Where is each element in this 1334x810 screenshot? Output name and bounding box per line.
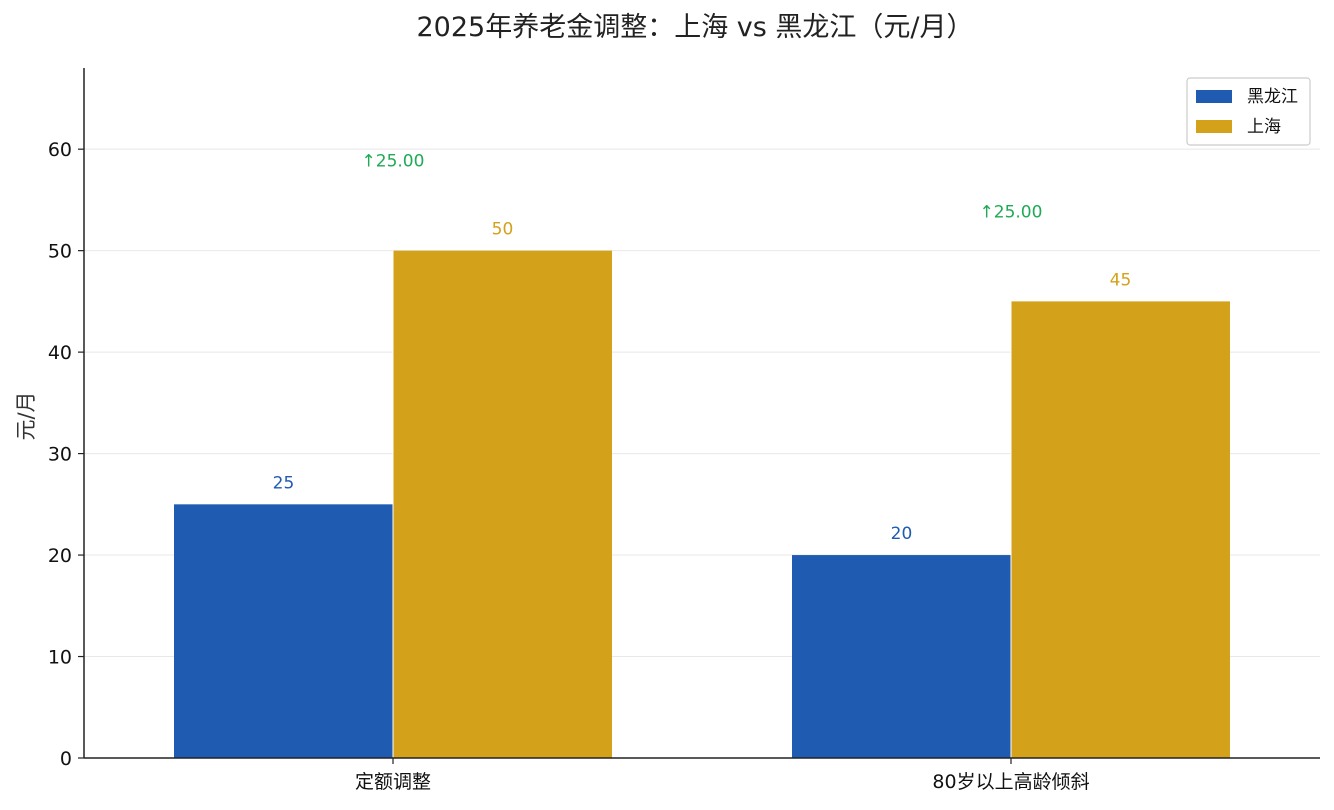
bar-0-1 [792, 555, 1011, 758]
bar-1-1 [1011, 301, 1230, 758]
x-tick-label: 80岁以上高龄倾斜 [932, 771, 1089, 793]
bar-value-label: 45 [1110, 270, 1132, 290]
chart-title: 2025年养老金调整：上海 vs 黑龙江（元/月） [416, 12, 973, 43]
bar-0-0 [174, 504, 393, 758]
difference-annotation: ↑25.00 [362, 152, 425, 172]
y-tick-label: 20 [48, 545, 72, 567]
y-tick-label: 0 [60, 748, 72, 770]
y-tick-label: 50 [48, 241, 72, 263]
bars [174, 250, 1230, 758]
bar-value-labels: 25 50 20 45 [273, 220, 1132, 544]
y-tick-label: 10 [48, 647, 72, 669]
difference-annotations: ↑25.00 ↑25.00 [362, 152, 1043, 223]
x-axis-ticks: 定额调整 80岁以上高龄倾斜 [355, 758, 1090, 793]
legend-label: 上海 [1247, 117, 1281, 137]
bar-value-label: 50 [492, 220, 514, 240]
legend-swatch [1196, 90, 1232, 103]
y-axis-label: 元/月 [14, 391, 38, 440]
y-tick-label: 40 [48, 342, 72, 364]
difference-annotation: ↑25.00 [980, 202, 1043, 222]
y-tick-label: 60 [48, 139, 72, 161]
legend-label: 黑龙江 [1247, 87, 1298, 107]
y-tick-label: 30 [48, 444, 72, 466]
bar-1-0 [393, 250, 612, 758]
bar-value-label: 20 [891, 524, 913, 544]
x-tick-label: 定额调整 [355, 771, 431, 793]
legend-swatch [1196, 120, 1232, 133]
axes [83, 68, 1320, 759]
y-axis-ticks: 0 10 20 30 40 50 60 [48, 139, 84, 770]
bar-value-label: 25 [273, 473, 295, 493]
